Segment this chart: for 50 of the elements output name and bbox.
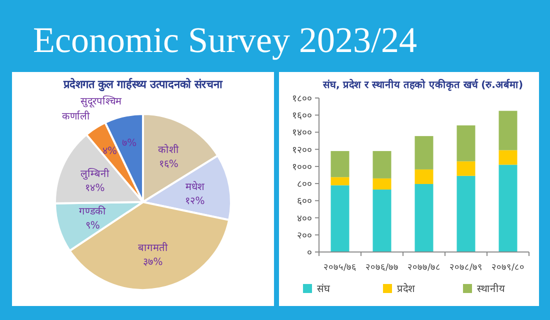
- data-label: ३७%: [143, 256, 163, 268]
- x-tick-label: २०७६/७७: [365, 263, 399, 273]
- slice-label: कर्णाली: [62, 110, 90, 123]
- text: Economic Survey 2023/24: [33, 20, 417, 60]
- data-label: ९%: [85, 220, 100, 232]
- y-tick-label: १४००: [292, 128, 312, 139]
- bar: [414, 184, 434, 252]
- legend-label: प्रदेश: [397, 283, 415, 295]
- slice-label: लुम्बिनी: [80, 168, 110, 180]
- bar: [456, 176, 476, 252]
- slice-label: कोशी: [158, 144, 180, 156]
- data-label: १४%: [85, 183, 105, 194]
- y-tick-label: १०००: [292, 162, 312, 173]
- y-tick-label: १८००: [292, 94, 312, 104]
- x-tick-label: २०७५/७६: [323, 263, 357, 273]
- y-tick-label: ६००: [297, 196, 312, 208]
- y-tick-label: ०: [307, 248, 312, 258]
- bar: [414, 136, 434, 170]
- x-tick-label: २०७९/८०: [491, 263, 525, 273]
- bar: [372, 151, 392, 178]
- x-tick-label: २०७८/७९: [449, 263, 483, 273]
- data-label: १६%: [158, 158, 178, 170]
- data-label: ७%: [122, 138, 137, 149]
- y-tick-label: २००: [297, 230, 312, 242]
- legend-label: स्थानीय: [477, 283, 505, 295]
- bar: [372, 190, 392, 252]
- bar: [372, 178, 392, 190]
- slice-label: बागमती: [138, 242, 168, 254]
- chart-title: संघ, प्रदेश र स्थानीय तहको एकीकृत खर्च (रु.अर्बमा): [322, 78, 524, 91]
- bar: [414, 169, 434, 184]
- y-tick-label: ४००: [297, 213, 312, 224]
- bar: [456, 125, 476, 162]
- bar: [456, 161, 476, 176]
- legend-label: संघ: [317, 283, 331, 295]
- chart-title: प्रदेशगत कुल गार्हस्थ्य उत्पादनको संरचना: [62, 77, 224, 92]
- bar: [330, 151, 350, 178]
- x-tick-label: २०७७/७८: [407, 263, 441, 273]
- y-tick-label: ८००: [297, 179, 312, 190]
- data-label: १२%: [185, 196, 205, 207]
- data-label: ४%: [102, 146, 117, 158]
- bar: [498, 110, 518, 150]
- slice-label: मधेश: [186, 180, 204, 193]
- slice-label: सुदूरपश्चिम: [80, 95, 122, 108]
- bar: [330, 177, 350, 186]
- slice-label: गण्डकी: [79, 206, 106, 218]
- bar: [498, 164, 518, 252]
- y-tick-label: १२००: [292, 144, 312, 156]
- bar: [498, 150, 518, 165]
- bar: [330, 185, 350, 252]
- y-tick-label: १६००: [292, 110, 312, 122]
